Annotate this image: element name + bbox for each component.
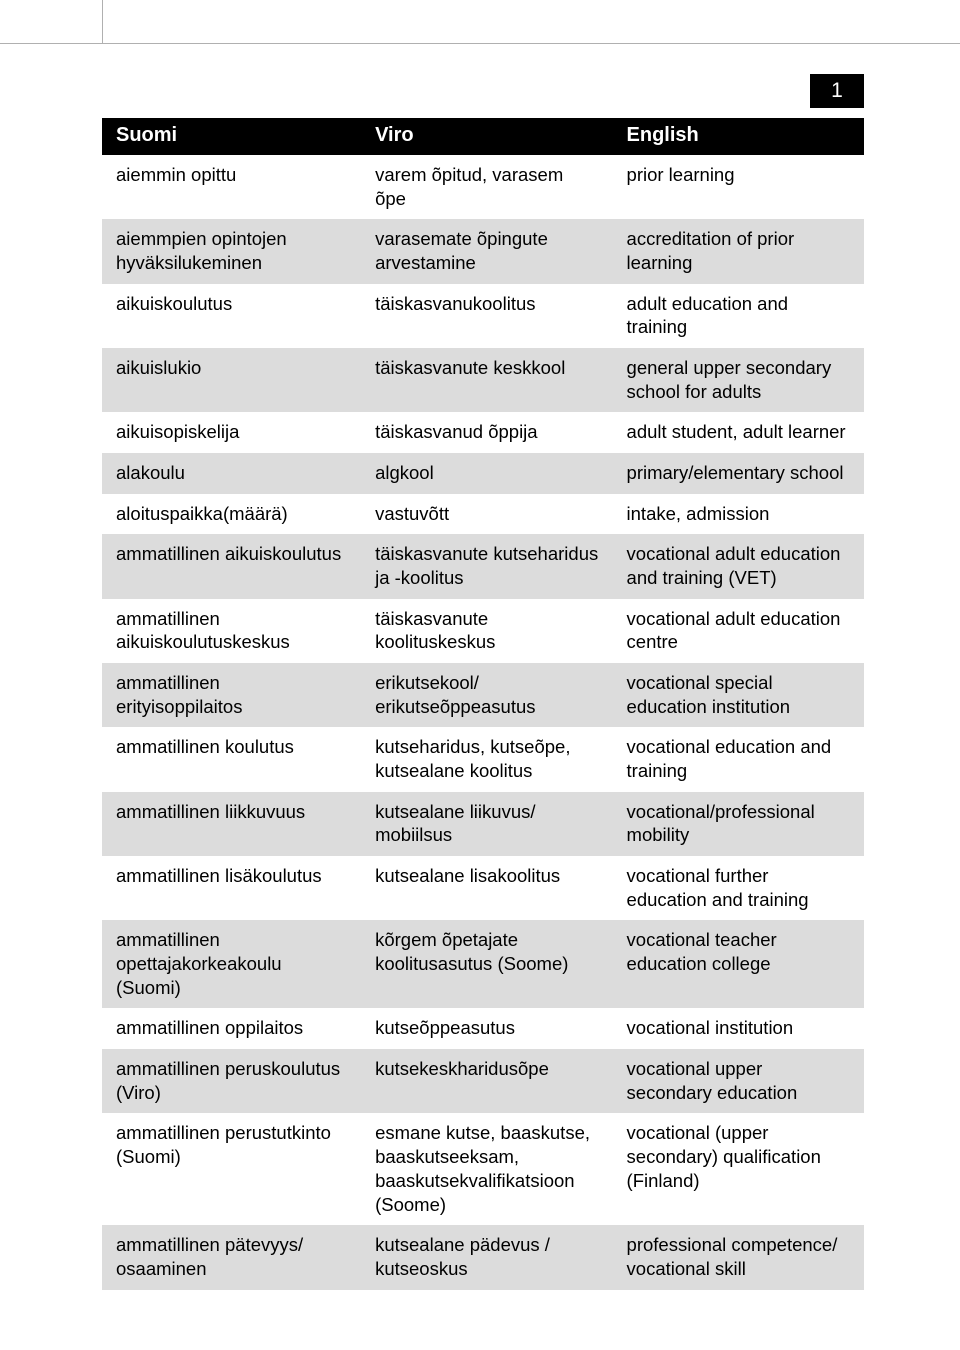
cell-viro: täiskasvanute koolituskeskus (361, 599, 612, 663)
cell-suomi: ammatillinen lisäkoulutus (102, 856, 361, 920)
cell-suomi: ammatillinen aikuiskoulutuskeskus (102, 599, 361, 663)
cell-english: general upper secondary school for adult… (613, 348, 864, 412)
table-body: aiemmin opittuvarem õpitud, varasem õpep… (102, 155, 864, 1290)
cell-suomi: ammatillinen koulutus (102, 727, 361, 791)
cell-viro: täiskasvanute kutseharidus ja -koolitus (361, 534, 612, 598)
table-row: ammatillinen aikuiskoulutuskeskustäiskas… (102, 599, 864, 663)
table-row: ammatillinen aikuiskoulutustäiskasvanute… (102, 534, 864, 598)
cell-english: vocational adult education centre (613, 599, 864, 663)
table-row: aiemmpien opintojen hyväksilukeminenvara… (102, 219, 864, 283)
page-number-badge: 1 (810, 74, 864, 108)
table-row: aiemmin opittuvarem õpitud, varasem õpep… (102, 155, 864, 219)
cell-english: adult student, adult learner (613, 412, 864, 453)
table-row: aikuisopiskelijatäiskasvanud õppijaadult… (102, 412, 864, 453)
cell-viro: kutsealane liikuvus/ mobiilsus (361, 792, 612, 856)
cell-suomi: ammatillinen oppilaitos (102, 1008, 361, 1049)
cell-viro: kutsealane pädevus / kutseoskus (361, 1225, 612, 1289)
cell-english: vocational adult education and training … (613, 534, 864, 598)
table-row: ammatillinen perustutkinto (Suomi)esmane… (102, 1113, 864, 1225)
cell-suomi: ammatillinen pätevyys/ osaaminen (102, 1225, 361, 1289)
cell-english: vocational institution (613, 1008, 864, 1049)
cell-english: vocational education and training (613, 727, 864, 791)
cell-viro: täiskasvanute keskkool (361, 348, 612, 412)
cell-suomi: ammatillinen peruskoulutus (Viro) (102, 1049, 361, 1113)
cell-viro: täiskasvanud õppija (361, 412, 612, 453)
cell-english: vocational upper secondary education (613, 1049, 864, 1113)
table-header-row: Suomi Viro English (102, 118, 864, 155)
table-row: ammatillinen liikkuvuuskutsealane liikuv… (102, 792, 864, 856)
cell-viro: vastuvõtt (361, 494, 612, 535)
cell-suomi: ammatillinen opettajakorkeakoulu (Suomi) (102, 920, 361, 1008)
cell-english: professional competence/ vocational skil… (613, 1225, 864, 1289)
cell-suomi: aloituspaikka(määrä) (102, 494, 361, 535)
cell-english: vocational/professional mobility (613, 792, 864, 856)
cell-viro: algkool (361, 453, 612, 494)
page-top-rule (0, 0, 960, 44)
table-row: ammatillinen pätevyys/ osaaminenkutseala… (102, 1225, 864, 1289)
cell-viro: erikutsekool/ erikutseõppeasutus (361, 663, 612, 727)
cell-suomi: ammatillinen aikuiskoulutus (102, 534, 361, 598)
table-row: aloituspaikka(määrä)vastuvõttintake, adm… (102, 494, 864, 535)
cell-english: accreditation of prior learning (613, 219, 864, 283)
cell-suomi: aikuislukio (102, 348, 361, 412)
page-number: 1 (831, 79, 843, 103)
cell-suomi: aiemmin opittu (102, 155, 361, 219)
cell-english: vocational further education and trainin… (613, 856, 864, 920)
cell-english: intake, admission (613, 494, 864, 535)
cell-suomi: aiemmpien opintojen hyväksilukeminen (102, 219, 361, 283)
table-row: aikuislukiotäiskasvanute keskkoolgeneral… (102, 348, 864, 412)
table-row: ammatillinen lisäkoulutuskutsealane lisa… (102, 856, 864, 920)
table-row: ammatillinen koulutuskutseharidus, kutse… (102, 727, 864, 791)
page-content: 1 Suomi Viro English aiemmin opittuvarem… (0, 44, 960, 1350)
cell-viro: kutsealane lisakoolitus (361, 856, 612, 920)
cell-viro: esmane kutse, baaskutse, baaskutseeksam,… (361, 1113, 612, 1225)
cell-suomi: ammatillinen erityisoppilaitos (102, 663, 361, 727)
cell-suomi: aikuisopiskelija (102, 412, 361, 453)
table-row: ammatillinen peruskoulutus (Viro)kutseke… (102, 1049, 864, 1113)
cell-english: primary/elementary school (613, 453, 864, 494)
cell-viro: varasemate õpingute arvestamine (361, 219, 612, 283)
column-header-english: English (613, 118, 864, 155)
glossary-table: Suomi Viro English aiemmin opittuvarem õ… (102, 118, 864, 1290)
table-row: ammatillinen oppilaitoskutseõppeasutusvo… (102, 1008, 864, 1049)
cell-suomi: ammatillinen perustutkinto (Suomi) (102, 1113, 361, 1225)
column-header-suomi: Suomi (102, 118, 361, 155)
table-row: ammatillinen opettajakorkeakoulu (Suomi)… (102, 920, 864, 1008)
table-row: alakoulualgkoolprimary/elementary school (102, 453, 864, 494)
cell-viro: kutseharidus, kutseõpe, kutsealane kooli… (361, 727, 612, 791)
column-header-viro: Viro (361, 118, 612, 155)
cell-viro: kutsekeskharidusõpe (361, 1049, 612, 1113)
cell-viro: kutseõppeasutus (361, 1008, 612, 1049)
table-row: ammatillinen erityisoppilaitoserikutseko… (102, 663, 864, 727)
cell-english: vocational (upper secondary) qualificati… (613, 1113, 864, 1225)
cell-suomi: aikuiskoulutus (102, 284, 361, 348)
cell-suomi: ammatillinen liikkuvuus (102, 792, 361, 856)
cell-english: adult education and training (613, 284, 864, 348)
cell-english: vocational teacher education college (613, 920, 864, 1008)
cell-english: prior learning (613, 155, 864, 219)
cell-english: vocational special education institution (613, 663, 864, 727)
table-row: aikuiskoulutustäiskasvanukoolitusadult e… (102, 284, 864, 348)
cell-viro: kõrgem õpetajate koolitusasutus (Soome) (361, 920, 612, 1008)
cell-suomi: alakoulu (102, 453, 361, 494)
cell-viro: varem õpitud, varasem õpe (361, 155, 612, 219)
cell-viro: täiskasvanukoolitus (361, 284, 612, 348)
